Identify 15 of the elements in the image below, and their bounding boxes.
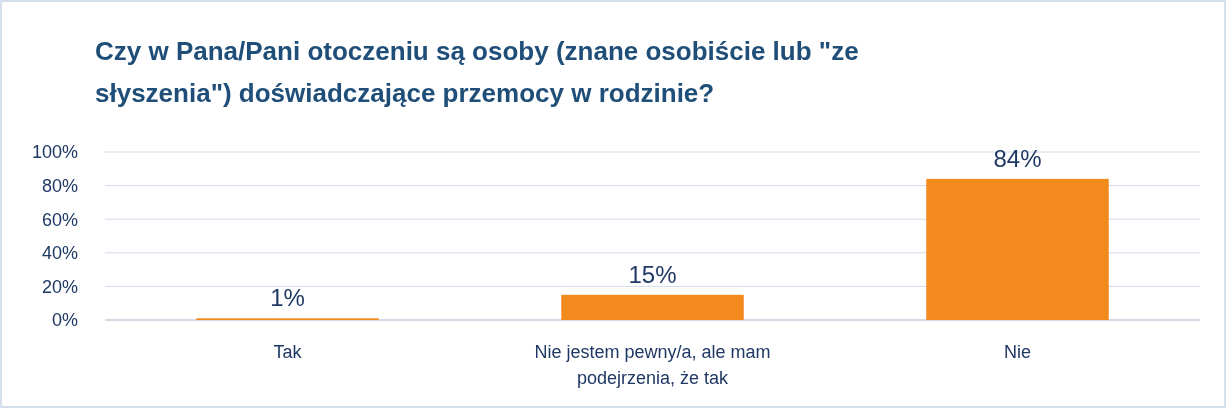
y-tick-label: 40% <box>41 243 78 264</box>
y-tick-label: 80% <box>41 175 78 196</box>
x-tick-label: Nie <box>1003 342 1032 362</box>
data-label: 1% <box>270 284 305 312</box>
x-tick-label: Nie jestem pewny/a, ale mam podejrzenia, że tak <box>534 342 771 388</box>
chart-title: Czy w Pana/Pani otoczeniu są osoby (znane osobiście lub "ze słyszenia") doświadczające przemocy w rodzinie? <box>95 36 859 108</box>
y-tick-label: 60% <box>41 209 78 230</box>
y-tick-label: 20% <box>41 276 78 297</box>
data-label: 15% <box>628 260 677 288</box>
x-tick-label: Tak <box>273 342 303 362</box>
bar <box>926 178 1109 320</box>
y-tick-label: 0% <box>51 310 78 331</box>
y-tick-label: 100% <box>31 142 78 163</box>
data-label: 84% <box>993 144 1042 172</box>
bar <box>561 294 744 320</box>
